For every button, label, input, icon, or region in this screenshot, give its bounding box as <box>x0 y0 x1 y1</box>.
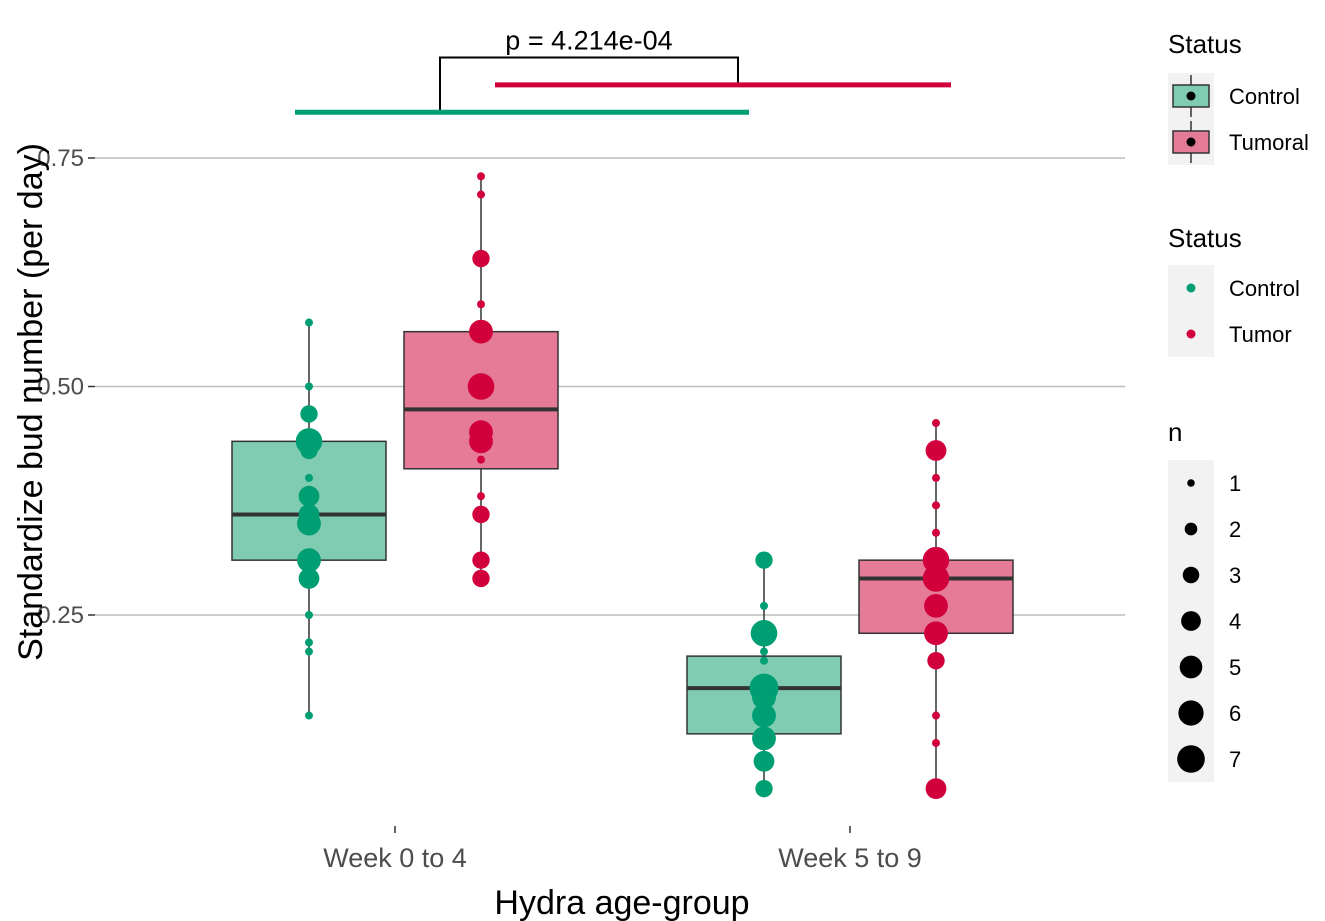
data-point <box>932 419 940 428</box>
legend-key-point <box>1186 283 1196 293</box>
data-point <box>300 441 318 460</box>
legends: Status Control Tumoral Status Control Tumor n 1… <box>1168 29 1309 782</box>
x-tick-label: Week 5 to 9 <box>778 843 922 873</box>
data-point <box>932 501 940 510</box>
data-point <box>932 473 940 482</box>
data-point <box>932 738 940 747</box>
data-point <box>305 647 313 656</box>
data-point <box>472 551 490 569</box>
y-axis-label: Standardize bud number (per day) <box>12 143 50 661</box>
data-point <box>932 528 940 537</box>
legend-entry-label: 1 <box>1229 471 1241 496</box>
legend-title: Status <box>1168 223 1242 253</box>
legend-entry-label: Control <box>1229 84 1300 109</box>
data-point <box>932 711 940 720</box>
data-point <box>305 611 313 619</box>
data-point <box>298 485 320 507</box>
data-point <box>925 778 947 800</box>
data-point <box>305 638 313 647</box>
y-tick-label: 0.75 <box>37 145 84 172</box>
data-point <box>477 172 485 181</box>
legend-key-size <box>1178 700 1204 726</box>
data-point <box>752 685 776 710</box>
data-point <box>305 318 313 327</box>
x-tick-label: Week 0 to 4 <box>323 843 467 873</box>
data-point <box>472 569 490 588</box>
data-point <box>927 652 945 670</box>
data-point <box>305 473 313 482</box>
legend-key-point <box>1186 91 1196 101</box>
legend-entry-label: 6 <box>1229 701 1241 726</box>
data-point <box>922 565 950 592</box>
data-point <box>472 249 490 268</box>
legend-entry-label: 4 <box>1229 609 1241 634</box>
legend-title: Status <box>1168 29 1242 59</box>
data-point <box>300 405 318 423</box>
data-point <box>298 568 320 589</box>
data-point <box>924 593 948 618</box>
data-point <box>477 190 485 199</box>
data-point <box>469 429 493 454</box>
data-point <box>755 551 773 569</box>
legend-key-size <box>1187 479 1195 487</box>
legend-entry-label: Tumoral <box>1229 130 1309 155</box>
data-point <box>925 440 947 461</box>
legend-title: n <box>1168 417 1182 447</box>
legend-entry-label: 2 <box>1229 517 1241 542</box>
legend-entry-label: 5 <box>1229 655 1241 680</box>
x-axis-ticks: Week 0 to 4 Week 5 to 9 <box>323 826 922 873</box>
data-point <box>752 703 776 728</box>
data-point <box>760 656 768 665</box>
data-point <box>760 601 768 610</box>
data-point <box>750 620 778 647</box>
data-point <box>922 546 950 574</box>
box-plots <box>231 176 1014 789</box>
legend-key-size <box>1179 655 1203 679</box>
y-axis-ticks: 0.25 0.50 0.75 <box>37 145 95 629</box>
data-point <box>924 621 948 646</box>
y-tick-label: 0.50 <box>37 374 84 401</box>
data-point <box>477 455 485 464</box>
legend-key-size <box>1177 745 1205 773</box>
data-point <box>297 548 321 573</box>
legend-entry-label: Control <box>1229 276 1300 301</box>
data-point <box>472 505 490 524</box>
data-point <box>469 319 493 344</box>
y-tick-label: 0.25 <box>37 602 84 629</box>
data-point <box>297 511 321 536</box>
significance-bracket <box>439 56 739 113</box>
data-point <box>752 726 776 751</box>
legend-entry-label: 3 <box>1229 563 1241 588</box>
data-point <box>753 750 775 772</box>
significance-annotation: p = 4.214e-04 <box>295 25 951 115</box>
data-point <box>477 492 485 501</box>
legend-key-size <box>1184 522 1198 536</box>
p-value-label: p = 4.214e-04 <box>505 25 672 55</box>
x-axis-label: Hydra age-group <box>494 884 749 921</box>
data-point <box>305 711 313 720</box>
data-points <box>295 172 950 800</box>
legend-entry-label: 7 <box>1229 747 1241 772</box>
legend-key-point <box>1186 137 1196 147</box>
data-point <box>477 300 485 309</box>
legend-key-size <box>1182 566 1200 584</box>
data-point <box>760 647 768 656</box>
data-point <box>305 382 313 391</box>
legend-entry-label: Tumor <box>1229 322 1292 347</box>
data-point <box>467 373 495 400</box>
data-point <box>755 779 773 798</box>
legend-key-point <box>1186 329 1196 339</box>
legend-key-size <box>1181 611 1201 631</box>
